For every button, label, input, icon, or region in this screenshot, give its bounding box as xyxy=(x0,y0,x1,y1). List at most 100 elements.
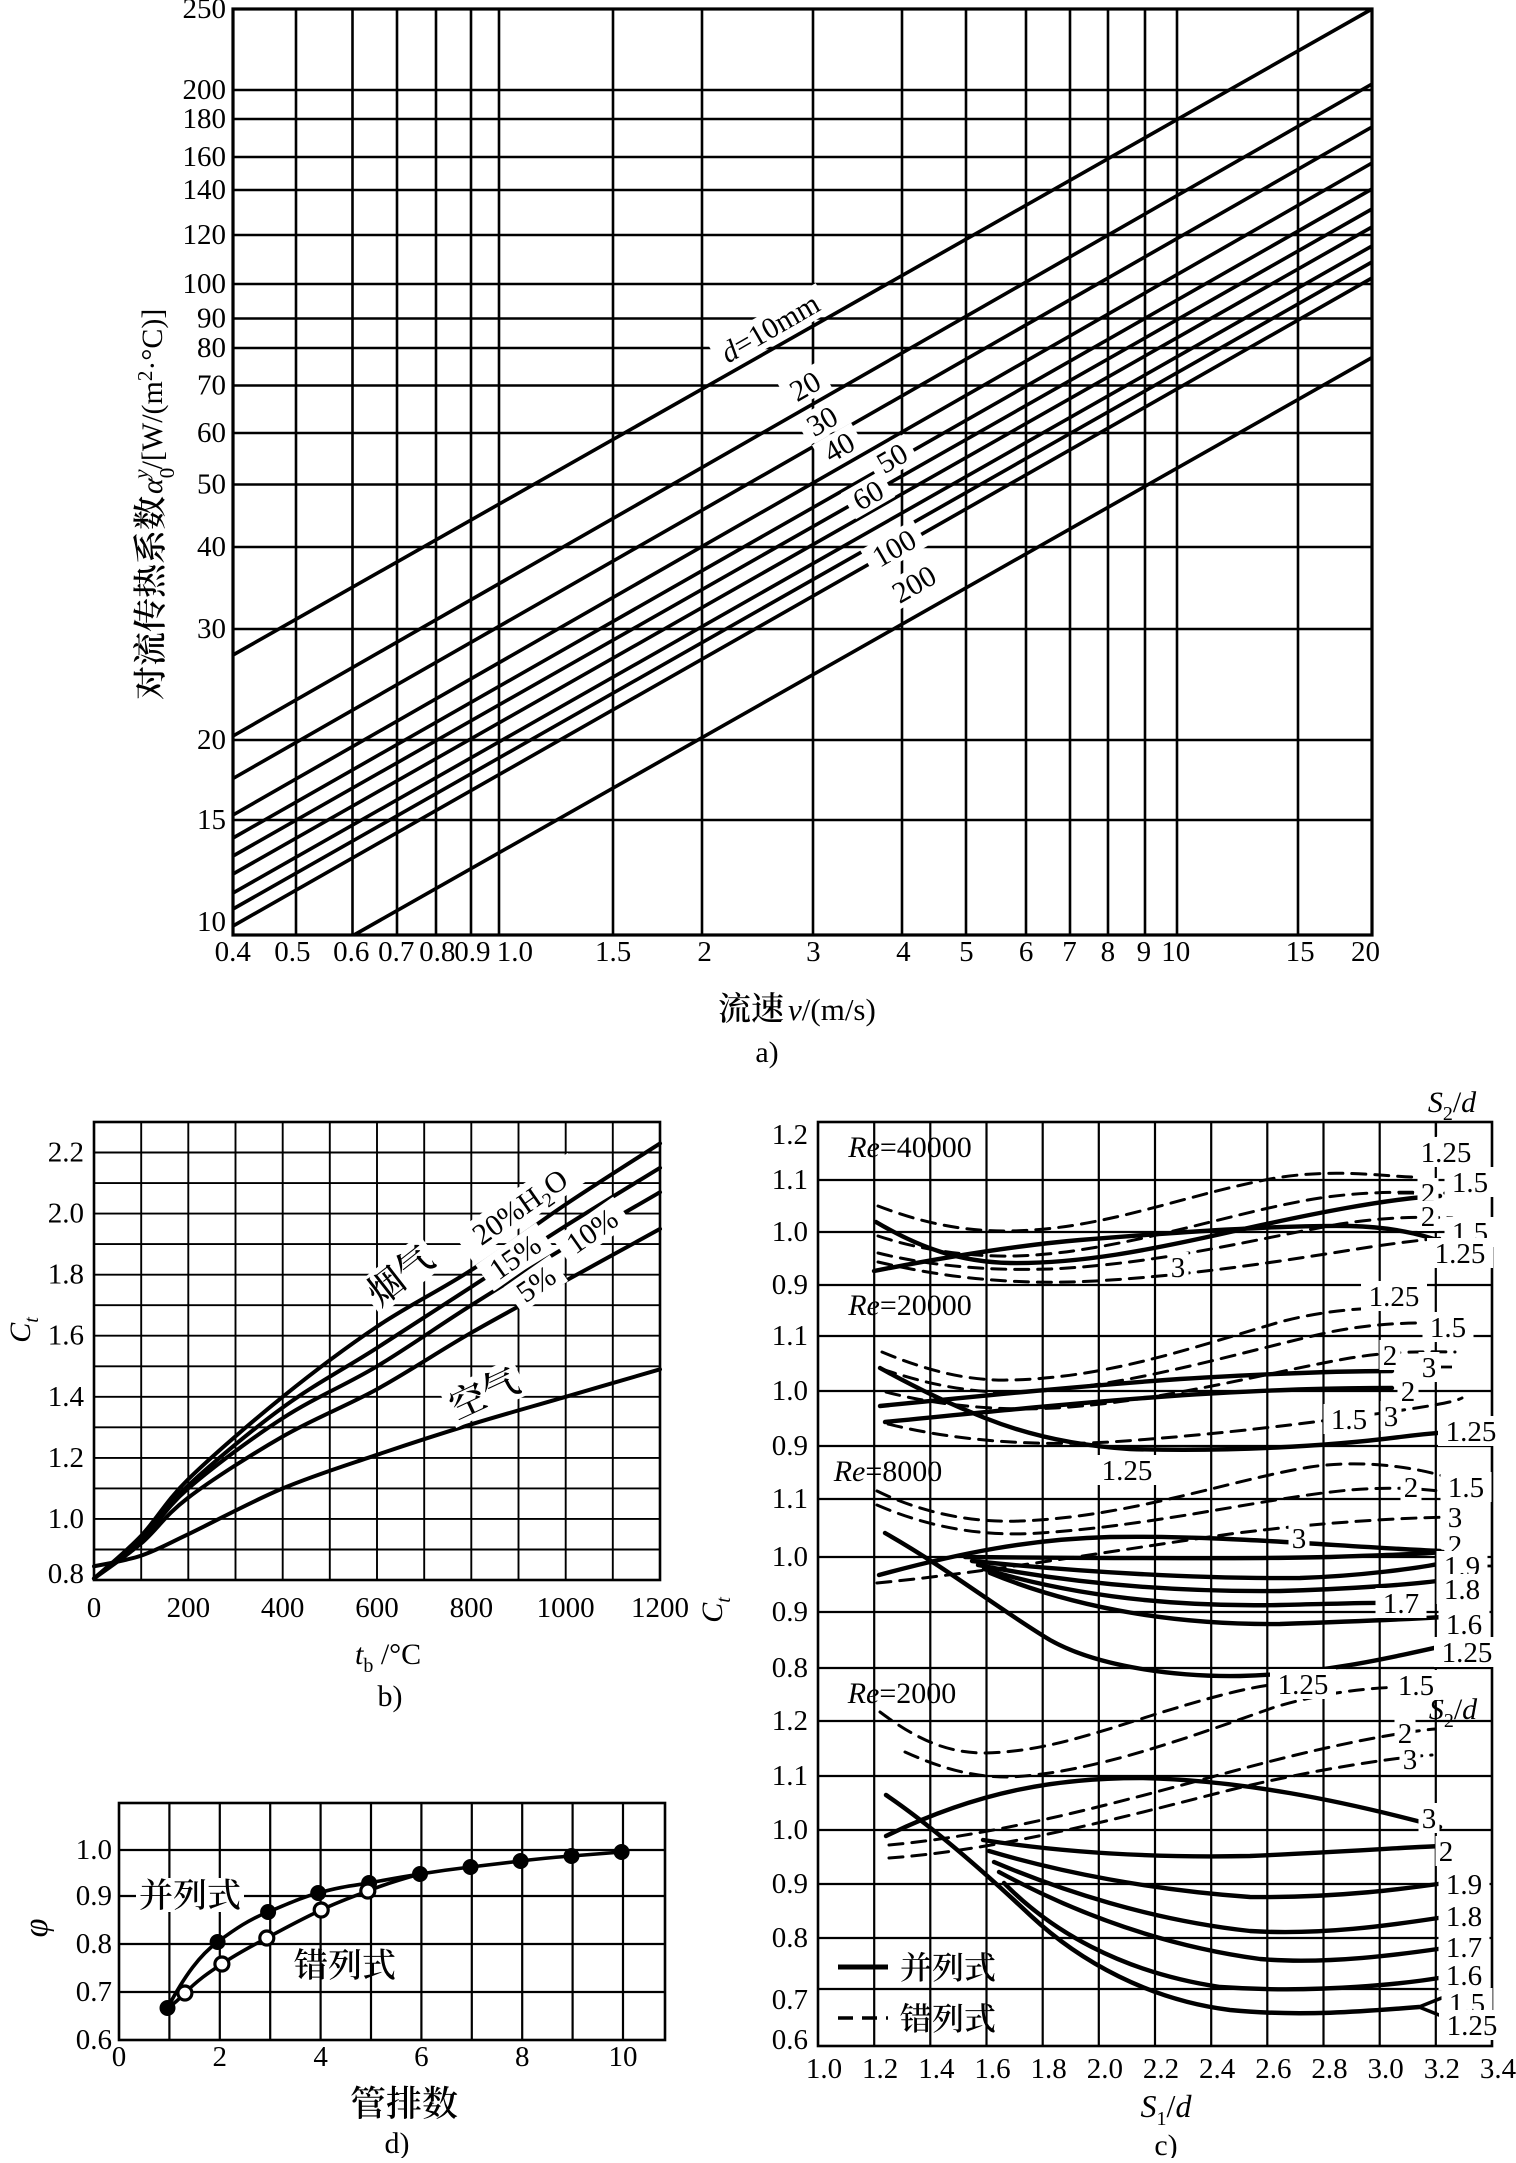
svg-text:60: 60 xyxy=(197,417,226,449)
svg-text:1.5: 1.5 xyxy=(1398,1670,1434,1702)
svg-text:2.0: 2.0 xyxy=(1087,2053,1123,2085)
svg-text:1.0: 1.0 xyxy=(48,1503,84,1535)
svg-text:1.6: 1.6 xyxy=(48,1320,84,1352)
svg-text:2: 2 xyxy=(1398,1718,1413,1750)
svg-text:1.8: 1.8 xyxy=(1444,1574,1480,1606)
svg-text:1.25: 1.25 xyxy=(1435,1238,1486,1270)
svg-text:1.25: 1.25 xyxy=(1369,1281,1420,1313)
svg-text:2: 2 xyxy=(213,2041,228,2073)
svg-text:α0y/[W/(m2·°C)]: α0y/[W/(m2·°C)] xyxy=(129,309,179,494)
svg-text:2.8: 2.8 xyxy=(1311,2053,1347,2085)
svg-text:1.8: 1.8 xyxy=(48,1259,84,1291)
svg-text:3: 3 xyxy=(1171,1252,1186,1284)
svg-text:70: 70 xyxy=(197,370,226,402)
svg-text:1.2: 1.2 xyxy=(862,2053,898,2085)
svg-text:tb /°C: tb /°C xyxy=(355,1638,421,1677)
svg-text:140: 140 xyxy=(183,174,227,206)
svg-text:1.1: 1.1 xyxy=(772,1320,808,1352)
svg-text:400: 400 xyxy=(261,1592,305,1624)
svg-text:600: 600 xyxy=(355,1592,399,1624)
svg-text:3: 3 xyxy=(1403,1744,1418,1776)
svg-text:Re=20000: Re=20000 xyxy=(847,1289,972,1322)
svg-text:800: 800 xyxy=(450,1592,494,1624)
svg-text:0.8: 0.8 xyxy=(76,1928,112,1960)
svg-text:200: 200 xyxy=(183,74,227,106)
svg-text:4: 4 xyxy=(313,2041,328,2073)
svg-text:1.25: 1.25 xyxy=(1421,1137,1472,1169)
svg-text:2.0: 2.0 xyxy=(48,1198,84,1230)
svg-text:1000: 1000 xyxy=(537,1592,595,1624)
svg-text:0.9: 0.9 xyxy=(772,1269,808,1301)
svg-text:90: 90 xyxy=(197,303,226,335)
svg-text:0.7: 0.7 xyxy=(772,1984,808,2016)
svg-text:Re=2000: Re=2000 xyxy=(847,1677,957,1710)
svg-text:30: 30 xyxy=(197,613,226,645)
svg-text:1.5: 1.5 xyxy=(1430,1312,1466,1344)
svg-text:0.4: 0.4 xyxy=(215,936,252,968)
svg-text:1.2: 1.2 xyxy=(772,1705,808,1737)
svg-text:1.7: 1.7 xyxy=(1446,1932,1482,1964)
svg-text:2.2: 2.2 xyxy=(1143,2053,1179,2085)
svg-text:3: 3 xyxy=(1422,1803,1437,1835)
svg-text:9: 9 xyxy=(1137,936,1152,968)
svg-text:1.25: 1.25 xyxy=(1102,1455,1153,1487)
svg-text:2: 2 xyxy=(1383,1340,1398,1372)
svg-text:0.8: 0.8 xyxy=(419,936,455,968)
svg-text:4: 4 xyxy=(896,936,911,968)
svg-text:20: 20 xyxy=(1351,936,1380,968)
svg-text:2.4: 2.4 xyxy=(1199,2053,1236,2085)
svg-text:1.7: 1.7 xyxy=(1383,1588,1419,1620)
svg-text:250: 250 xyxy=(183,0,227,25)
svg-text:3: 3 xyxy=(1292,1523,1307,1555)
svg-text:d): d) xyxy=(385,2127,410,2158)
svg-text:Ct: Ct xyxy=(4,1317,43,1343)
svg-text:2: 2 xyxy=(1401,1376,1416,1408)
svg-text:10: 10 xyxy=(197,906,226,938)
svg-text:1.0: 1.0 xyxy=(772,1216,808,1248)
svg-text:0.9: 0.9 xyxy=(454,936,490,968)
svg-text:15: 15 xyxy=(1286,936,1315,968)
svg-text:c): c) xyxy=(1154,2129,1177,2158)
svg-text:200: 200 xyxy=(167,1592,211,1624)
svg-text:6: 6 xyxy=(414,2041,429,2073)
svg-text:160: 160 xyxy=(183,141,227,173)
svg-text:1.1: 1.1 xyxy=(772,1483,808,1515)
svg-text:1.6: 1.6 xyxy=(1446,1609,1482,1641)
svg-text:10: 10 xyxy=(1161,936,1190,968)
svg-text:φ: φ xyxy=(18,1919,55,1938)
svg-text:3.0: 3.0 xyxy=(1368,2053,1404,2085)
svg-text:0.6: 0.6 xyxy=(772,2024,808,2056)
svg-text:1.1: 1.1 xyxy=(772,1164,808,1196)
svg-text:100: 100 xyxy=(183,268,227,300)
svg-text:0.9: 0.9 xyxy=(772,1868,808,1900)
svg-text:1.5: 1.5 xyxy=(1448,1472,1484,1504)
svg-text:40: 40 xyxy=(197,531,226,563)
svg-text:8: 8 xyxy=(1101,936,1116,968)
svg-text:8: 8 xyxy=(515,2041,530,2073)
svg-text:1.5: 1.5 xyxy=(1331,1404,1367,1436)
svg-text:0.7: 0.7 xyxy=(76,1976,112,2008)
svg-text:1.0: 1.0 xyxy=(497,936,533,968)
svg-text:6: 6 xyxy=(1019,936,1034,968)
svg-text:S1/d: S1/d xyxy=(1141,2088,1193,2130)
svg-text:2.2: 2.2 xyxy=(48,1137,84,1169)
svg-text:1.6: 1.6 xyxy=(974,2053,1010,2085)
svg-text:1.8: 1.8 xyxy=(1031,2053,1067,2085)
svg-text:0.5: 0.5 xyxy=(274,936,310,968)
svg-text:v/(m/s): v/(m/s) xyxy=(788,992,876,1027)
svg-text:Ct: Ct xyxy=(696,1597,735,1623)
svg-text:1.0: 1.0 xyxy=(772,1375,808,1407)
svg-text:1.0: 1.0 xyxy=(76,1834,112,1866)
svg-text:0.6: 0.6 xyxy=(76,2024,112,2056)
svg-text:1.4: 1.4 xyxy=(918,2053,955,2085)
svg-text:b): b) xyxy=(378,1680,403,1713)
svg-text:0.9: 0.9 xyxy=(76,1880,112,1912)
svg-text:2: 2 xyxy=(1404,1472,1419,1504)
svg-text:1.0: 1.0 xyxy=(806,2053,842,2085)
svg-text:0: 0 xyxy=(87,1592,102,1624)
svg-text:80: 80 xyxy=(197,332,226,364)
svg-text:1.8: 1.8 xyxy=(1446,1901,1482,1933)
svg-text:3.4: 3.4 xyxy=(1480,2053,1516,2085)
svg-text:Re=8000: Re=8000 xyxy=(833,1455,943,1488)
svg-text:1.0: 1.0 xyxy=(772,1541,808,1573)
